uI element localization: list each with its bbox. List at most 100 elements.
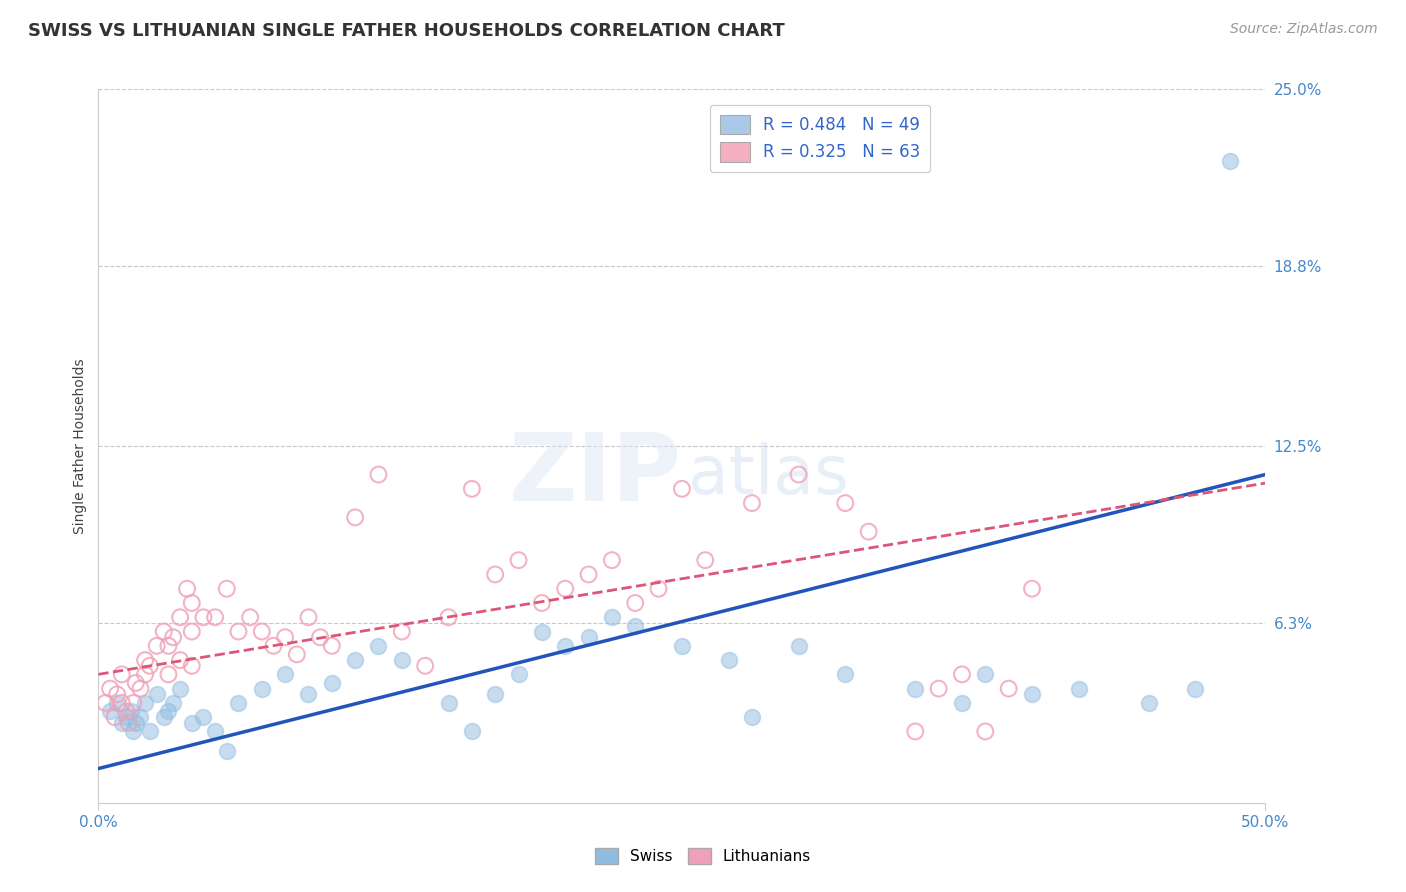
Point — [741, 496, 763, 510]
Point — [437, 696, 460, 710]
Point — [671, 639, 693, 653]
Point — [228, 624, 250, 639]
Point — [1137, 696, 1160, 710]
Point — [695, 553, 717, 567]
Point — [461, 724, 484, 739]
Point — [508, 553, 530, 567]
Point — [578, 630, 600, 644]
Point — [105, 687, 128, 701]
Point — [239, 610, 262, 624]
Text: Source: ZipAtlas.com: Source: ZipAtlas.com — [1230, 22, 1378, 37]
Point — [262, 639, 284, 653]
Point — [997, 681, 1019, 696]
Point — [180, 624, 202, 639]
Point — [717, 653, 740, 667]
Point — [624, 619, 647, 633]
Point — [134, 696, 156, 710]
Point — [321, 676, 343, 690]
Point — [413, 658, 436, 673]
Point — [274, 630, 297, 644]
Point — [834, 496, 856, 510]
Point — [157, 667, 180, 681]
Point — [484, 687, 506, 701]
Point — [157, 639, 180, 653]
Point — [125, 715, 148, 730]
Point — [215, 582, 238, 596]
Point — [1021, 687, 1043, 701]
Point — [974, 667, 997, 681]
Point — [146, 639, 169, 653]
Point — [928, 681, 950, 696]
Point — [139, 658, 162, 673]
Point — [904, 681, 927, 696]
Point — [671, 482, 693, 496]
Point — [530, 596, 553, 610]
Point — [104, 710, 127, 724]
Point — [285, 648, 308, 662]
Point — [391, 653, 413, 667]
Point — [111, 667, 134, 681]
Point — [391, 624, 413, 639]
Point — [129, 710, 152, 724]
Point — [204, 610, 226, 624]
Point — [122, 696, 145, 710]
Point — [228, 696, 250, 710]
Point — [98, 705, 121, 719]
Point — [146, 687, 169, 701]
Point — [169, 653, 191, 667]
Point — [111, 696, 134, 710]
Point — [157, 705, 180, 719]
Point — [94, 696, 117, 710]
Point — [129, 681, 152, 696]
Point — [125, 676, 148, 690]
Point — [578, 567, 600, 582]
Point — [193, 610, 215, 624]
Point — [105, 696, 128, 710]
Point — [484, 567, 506, 582]
Point — [180, 596, 202, 610]
Point — [834, 667, 856, 681]
Point — [122, 724, 145, 739]
Point — [321, 639, 343, 653]
Point — [162, 630, 184, 644]
Point — [1219, 153, 1241, 168]
Point — [344, 653, 367, 667]
Text: ZIP: ZIP — [509, 428, 682, 521]
Point — [461, 482, 484, 496]
Point — [309, 630, 332, 644]
Point — [134, 667, 156, 681]
Point — [169, 610, 191, 624]
Y-axis label: Single Father Households: Single Father Households — [73, 359, 87, 533]
Point — [162, 696, 184, 710]
Point — [950, 696, 973, 710]
Point — [858, 524, 880, 539]
Point — [1184, 681, 1206, 696]
Point — [152, 624, 174, 639]
Point — [250, 624, 273, 639]
Point — [98, 681, 121, 696]
Point — [624, 596, 647, 610]
Point — [169, 681, 191, 696]
Point — [647, 582, 669, 596]
Point — [250, 681, 273, 696]
Point — [176, 582, 198, 596]
Point — [530, 624, 553, 639]
Point — [787, 639, 810, 653]
Point — [115, 710, 138, 724]
Point — [152, 710, 174, 724]
Text: SWISS VS LITHUANIAN SINGLE FATHER HOUSEHOLDS CORRELATION CHART: SWISS VS LITHUANIAN SINGLE FATHER HOUSEH… — [28, 22, 785, 40]
Point — [554, 582, 576, 596]
Point — [344, 510, 367, 524]
Point — [193, 710, 215, 724]
Legend: Swiss, Lithuanians: Swiss, Lithuanians — [589, 842, 817, 871]
Point — [120, 705, 142, 719]
Point — [508, 667, 530, 681]
Point — [215, 744, 238, 758]
Point — [950, 667, 973, 681]
Point — [180, 715, 202, 730]
Point — [904, 724, 927, 739]
Point — [974, 724, 997, 739]
Point — [115, 705, 138, 719]
Point — [787, 467, 810, 482]
Point — [600, 610, 623, 624]
